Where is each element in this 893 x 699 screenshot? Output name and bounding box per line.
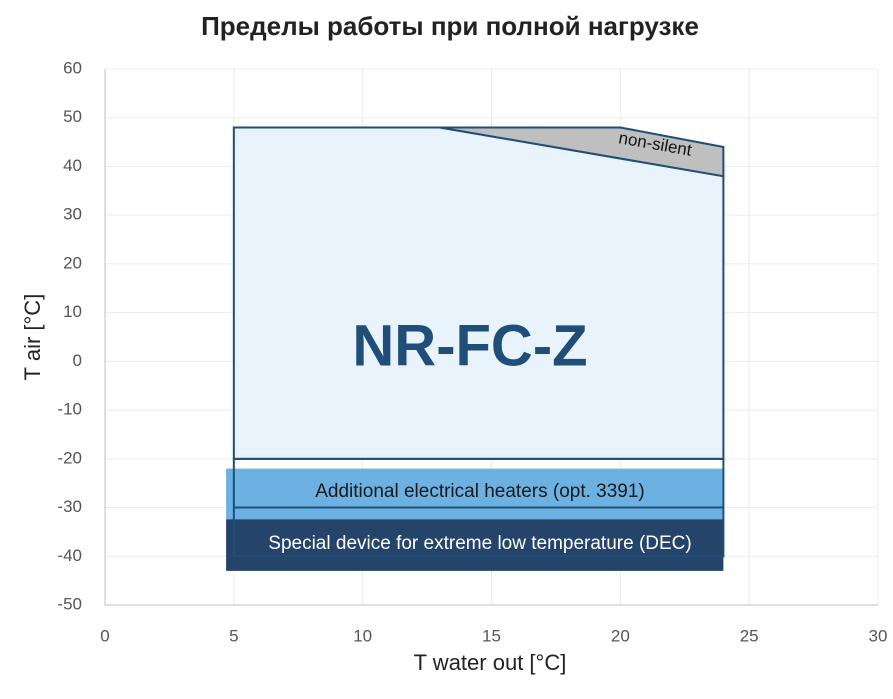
region [232,126,725,460]
y-tick-label: -10 [57,400,82,419]
y-tick-label: -20 [57,448,82,467]
region [226,519,724,571]
x-tick-label: 30 [869,626,888,645]
x-tick-label: 5 [229,626,238,645]
y-tick-label: 30 [63,205,82,224]
y-tick-label: -50 [57,594,82,613]
y-tick-label: 40 [63,156,82,175]
x-tick-label: 25 [740,626,759,645]
x-tick-label: 15 [482,626,501,645]
region-label-box: Additional electrical heaters (opt. 3391… [315,481,645,502]
region-label: NR-FC-Z [352,313,587,378]
region-label: Special device for extreme low temperatu… [268,533,692,554]
y-tick-label: 10 [63,302,82,321]
x-tick-label: 0 [100,626,109,645]
x-axis-label: T water out [°C] [414,650,567,675]
y-tick-label: 20 [63,253,82,272]
y-tick-label: 0 [73,351,82,370]
region-label-box: Special device for extreme low temperatu… [268,533,692,554]
y-tick-label: -30 [57,497,82,516]
region-label: Additional electrical heaters (opt. 3391… [315,481,645,502]
y-tick-label: -40 [57,546,82,565]
region [232,457,725,558]
y-axis-label: T air [°C] [20,294,45,381]
chart-title: Пределы работы при полной нагрузке [201,11,699,41]
y-tick-label: 50 [63,107,82,126]
y-tick-label: 60 [63,58,82,77]
x-tick-label: 10 [353,626,372,645]
region [439,126,725,178]
x-tick-label: 20 [611,626,630,645]
